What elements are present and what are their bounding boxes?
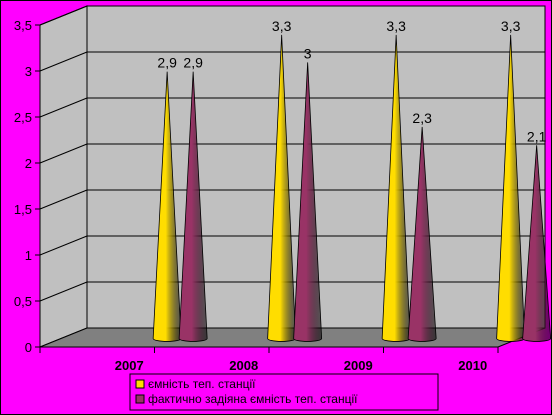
plot-side-wall <box>39 5 88 348</box>
gridline-side <box>39 189 88 210</box>
legend-item: ємність теп. станції <box>148 377 256 391</box>
x-tick-label: 2009 <box>344 358 373 373</box>
x-tick-label: 2008 <box>229 358 258 373</box>
data-label: 3 <box>304 45 312 61</box>
data-label: 3,3 <box>272 18 292 34</box>
gridline-side <box>39 281 88 302</box>
data-label: 2,1 <box>527 128 547 144</box>
cone-2-1: 2,3 <box>407 110 437 342</box>
cone-2-0: 3,3 <box>381 18 411 342</box>
y-tick-label: 1,5 <box>14 202 32 217</box>
y-tick-label: 1 <box>25 248 32 263</box>
cone-3-1: 2,1 <box>522 128 552 342</box>
gridline-side <box>39 51 88 72</box>
y-tick-label: 0,5 <box>14 294 32 309</box>
y-tick-label: 2,5 <box>14 110 32 125</box>
y-tick-label: 3,5 <box>14 18 32 33</box>
gridline-side <box>39 97 88 118</box>
y-tick-label: 3 <box>25 64 32 79</box>
data-label: 2,9 <box>183 55 203 71</box>
legend-swatch <box>135 379 145 389</box>
data-label: 2,9 <box>157 55 177 71</box>
cone-mark <box>178 71 208 342</box>
gridline-side <box>39 5 88 26</box>
cone-mark <box>522 145 552 342</box>
data-label: 3,3 <box>501 18 521 34</box>
data-label: 2,3 <box>412 110 432 126</box>
gridline-side <box>39 143 88 164</box>
legend-box <box>129 373 439 411</box>
cone-mark <box>293 62 323 342</box>
gridline-side <box>39 235 88 256</box>
cone-1-1: 3 <box>293 45 323 342</box>
legend-item: фактично задіяна ємність теп. станції <box>148 392 358 406</box>
cone-mark <box>407 126 437 342</box>
data-label: 3,3 <box>386 18 406 34</box>
legend-swatch <box>135 394 145 404</box>
y-tick-label: 0 <box>25 340 32 355</box>
cone-0-1: 2,9 <box>178 55 208 342</box>
y-tick-label: 2 <box>25 156 32 171</box>
x-tick-label: 2010 <box>458 358 487 373</box>
x-tick-label: 2007 <box>115 358 144 373</box>
